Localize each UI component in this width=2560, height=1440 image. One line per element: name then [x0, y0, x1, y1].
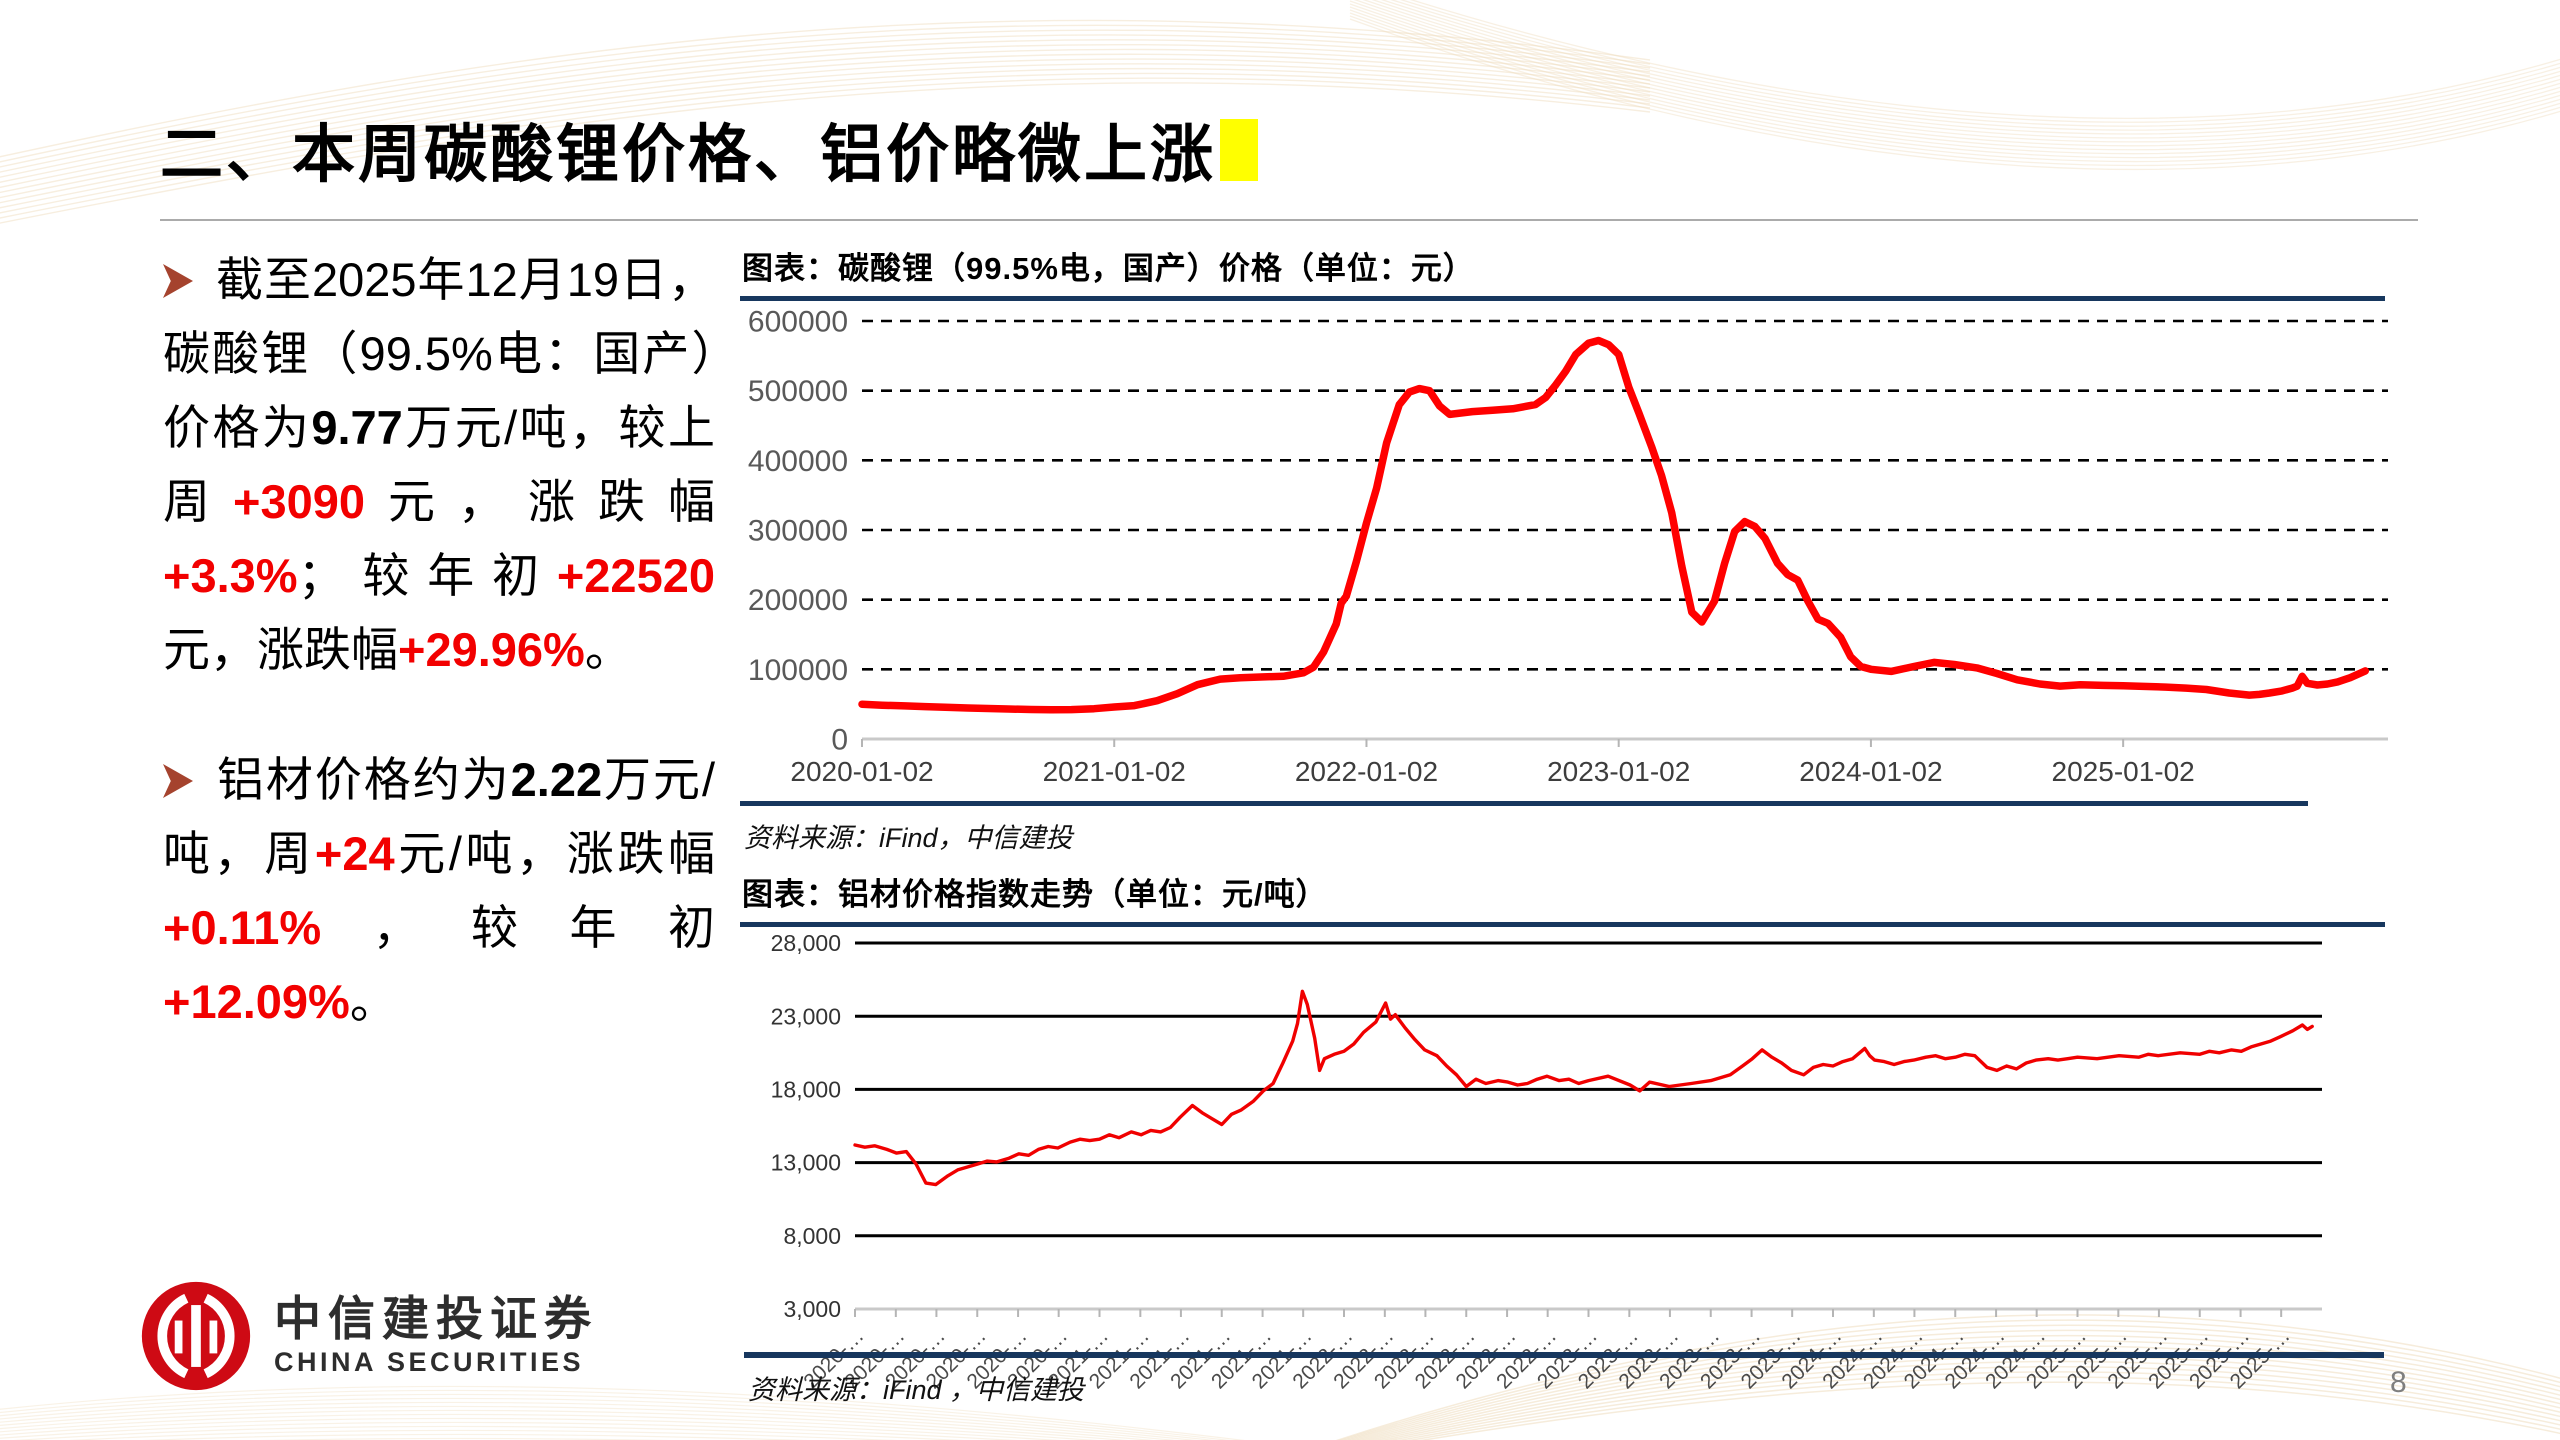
bullet-lithium-text: 截至2025年12月19日，碳酸锂（99.5%电：国产）价格为9.77万元/吨，… [163, 253, 715, 676]
svg-text:600000: 600000 [748, 306, 848, 339]
svg-text:8,000: 8,000 [783, 1223, 841, 1249]
text-segment: 元/吨，涨跌幅 [394, 827, 716, 880]
footer-rule [744, 1352, 2384, 1358]
logo-name-en: CHINA SECURITIES [274, 1347, 585, 1377]
title-row: 二、本周碳酸锂价格、铝价略微上涨 [160, 104, 1258, 195]
svg-text:2022-01-02: 2022-01-02 [1295, 756, 1438, 787]
svg-text:400000: 400000 [748, 445, 848, 478]
chart1-header: 图表：碳酸锂（99.5%电，国产）价格（单位：元） [742, 251, 1475, 286]
page-title: 二、本周碳酸锂价格、铝价略微上涨 [160, 120, 1216, 190]
text-segment: ；较年初 [297, 549, 557, 602]
svg-text:100000: 100000 [748, 654, 848, 687]
text-segment: 万元/吨，周 [163, 753, 716, 880]
text-segment: 截至2025年12月19日，碳酸锂（99.5%电：国产）价格为 [163, 253, 715, 454]
chart2-source: 资料来源：iFind ，中信建投 [748, 1375, 1085, 1405]
bullet-aluminum-text: 铝材价格约为2.22万元/吨，周+24元/吨，涨跌幅 +0.11%，较年初 +12.… [163, 753, 715, 1028]
text-segment: 铝材价格约为 [215, 753, 511, 806]
svg-text:500000: 500000 [748, 375, 848, 408]
svg-text:2024-01-02: 2024-01-02 [1799, 756, 1942, 787]
chart2-header-rule [740, 922, 2385, 927]
svg-text:200000: 200000 [748, 584, 848, 617]
svg-text:300000: 300000 [748, 515, 848, 548]
chart1-bottom-rule [740, 801, 2308, 806]
text-segment: 。 [349, 975, 397, 1028]
svg-text:0: 0 [831, 724, 848, 757]
chart2-header: 图表：铝材价格指数走势（单位：元/吨） [742, 877, 1328, 912]
logo-text: 中信建投证券 CHINA SECURITIES [274, 1293, 598, 1379]
text-segment: 。 [584, 623, 632, 676]
text-segment: +3.3% [163, 549, 298, 602]
svg-text:2023-01-02: 2023-01-02 [1547, 756, 1690, 787]
svg-text:18,000: 18,000 [771, 1076, 841, 1102]
text-segment: +29.96% [398, 623, 585, 676]
lithium-price-line-chart: 0 100000 200000 300000 400000 500000 600000 202… [748, 306, 2388, 787]
svg-text:2021-01-02: 2021-01-02 [1043, 756, 1186, 787]
aluminum-price-line-chart: 3,0008,00013,00018,00023,00028,0002020-…… [771, 930, 2322, 1389]
chart1-header-rule [740, 296, 2385, 301]
bullet-arrow-icon [163, 264, 193, 298]
text-segment: 9.77 [311, 401, 403, 454]
bullet-lithium-price: 截至2025年12月19日，碳酸锂（99.5%电：国产）价格为9.77万元/吨，… [163, 243, 715, 687]
svg-text:2020-01-02: 2020-01-02 [790, 756, 933, 787]
svg-text:2025-01-02: 2025-01-02 [2052, 756, 2195, 787]
text-segment: +22520 [556, 549, 715, 602]
citic-emblem-icon [141, 1281, 251, 1391]
page-number: 8 [2390, 1366, 2407, 1399]
text-segment: 2.22 [510, 753, 603, 806]
logo-name-cn: 中信建投证券 [274, 1292, 598, 1345]
text-segment: +0.11% [163, 901, 322, 954]
text-segment: 元，涨跌幅 [163, 623, 398, 676]
text-segment: 元，涨跌幅 [365, 475, 716, 528]
bullet-aluminum-price: 铝材价格约为2.22万元/吨，周+24元/吨，涨跌幅 +0.11%，较年初 +12.… [163, 743, 715, 1039]
chart1-source: 资料来源：iFind，中信建投 [744, 823, 1073, 853]
yellow-highlight-block [1220, 118, 1258, 181]
company-logo: 中信建投证券 CHINA SECURITIES [138, 1278, 598, 1394]
svg-text:3,000: 3,000 [783, 1296, 841, 1322]
text-segment: ，较年初 [321, 901, 715, 954]
text-segment: +12.09% [163, 975, 350, 1028]
charts-column: 图表：碳酸锂（99.5%电，国产）价格（单位：元） 0 100000 200000 3… [740, 241, 2432, 1389]
svg-text:23,000: 23,000 [771, 1003, 841, 1029]
footer-row: 资料来源：iFind ，中信建投 [744, 1352, 2434, 1419]
text-segment: +24 [314, 827, 395, 880]
text-segment: +3090 [233, 475, 366, 528]
summary-text-column: 截至2025年12月19日，碳酸锂（99.5%电：国产）价格为9.77万元/吨，… [163, 243, 715, 1039]
svg-text:13,000: 13,000 [771, 1150, 841, 1176]
text-segment: 万元/吨，较上周 [163, 401, 716, 528]
bullet-arrow-icon [163, 764, 193, 798]
svg-text:28,000: 28,000 [771, 930, 841, 956]
title-underline [160, 219, 2418, 221]
